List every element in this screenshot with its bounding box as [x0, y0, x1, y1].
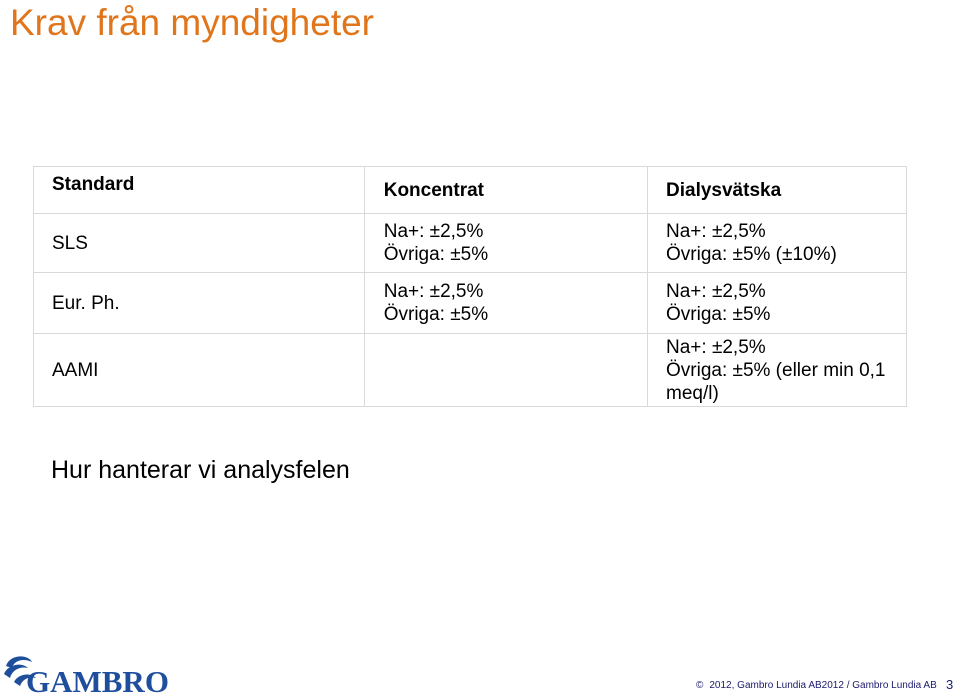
header-standard: Standard	[33, 166, 365, 214]
header-dialysvatska-label: Dialysvätska	[666, 179, 782, 201]
table-row: SLS Na+: ±2,5% Övriga: ±5% Na+: ±2,5% Öv…	[33, 213, 907, 273]
page-number: 3	[946, 677, 954, 692]
row-label-cell: AAMI	[33, 333, 365, 407]
gambro-swirl-icon	[4, 656, 36, 686]
header-dialysvatska: Dialysvätska	[647, 166, 907, 214]
requirements-table: Standard Koncentrat Dialysvätska SLS Na+…	[33, 166, 907, 407]
question-text: Hur hanterar vi analysfelen	[51, 456, 350, 484]
koncentrat-cell: Na+: ±2,5% Övriga: ±5%	[363, 213, 649, 273]
row-label: Eur. Ph.	[52, 292, 120, 314]
header-standard-label: Standard	[52, 173, 135, 195]
header-koncentrat: Koncentrat	[363, 166, 649, 214]
koncentrat-cell: Na+: ±2,5% Övriga: ±5%	[363, 272, 649, 334]
dialysvatska-cell: Na+: ±2,5% Övriga: ±5%	[647, 272, 907, 334]
koncentrat-line: Övriga: ±5%	[383, 244, 489, 265]
row-label-cell: Eur. Ph.	[33, 272, 365, 334]
dialysvatska-cell: Na+: ±2,5% Övriga: ±5% (eller min 0,1 me…	[647, 333, 907, 407]
dialysvatska-line: Na+: ±2,5%	[666, 281, 766, 302]
table-row: AAMI Na+: ±2,5% Övriga: ±5% (eller min 0…	[33, 333, 907, 407]
row-label-cell: SLS	[33, 213, 365, 273]
dialysvatska-line: Övriga: ±5% (eller min 0,1 meq/l)	[666, 359, 886, 404]
table-header-row: Standard Koncentrat Dialysvätska	[33, 166, 907, 214]
logo-wordmark: GAMBRO	[26, 664, 169, 699]
row-label: SLS	[52, 232, 88, 254]
slide-title: Krav från myndigheter	[10, 2, 375, 43]
dialysvatska-line: Na+: ±2,5%	[666, 221, 766, 242]
dialysvatska-cell: Na+: ±2,5% Övriga: ±5% (±10%)	[647, 213, 907, 273]
table-row: Eur. Ph. Na+: ±2,5% Övriga: ±5% Na+: ±2,…	[33, 272, 907, 334]
dialysvatska-line: Övriga: ±5% (±10%)	[666, 244, 837, 265]
koncentrat-line: Övriga: ±5%	[383, 304, 489, 325]
dialysvatska-line: Na+: ±2,5%	[666, 336, 766, 358]
dialysvatska-line: Övriga: ±5%	[666, 304, 771, 325]
footer: © 2012, Gambro Lundia AB2012 / Gambro Lun…	[696, 680, 937, 691]
koncentrat-line: Na+: ±2,5%	[383, 221, 484, 242]
koncentrat-line: Na+: ±2,5%	[383, 281, 484, 302]
header-koncentrat-label: Koncentrat	[383, 179, 485, 201]
copyright-icon: ©	[696, 680, 704, 691]
koncentrat-cell	[363, 333, 649, 407]
gambro-logo: GAMBRO	[0, 652, 170, 699]
row-label: AAMI	[52, 359, 99, 381]
footer-text: 2012, Gambro Lundia AB2012 / Gambro Lund…	[709, 680, 937, 691]
